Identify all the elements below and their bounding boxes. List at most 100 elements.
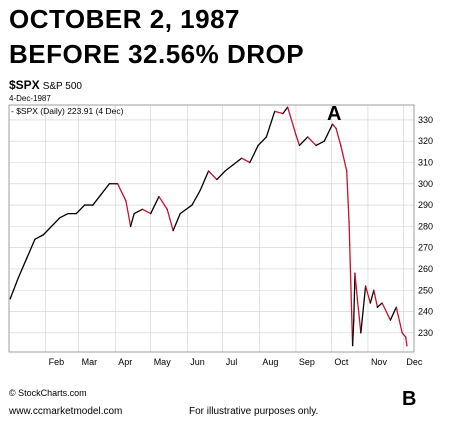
data-point [389,319,391,321]
data-point [348,221,350,223]
x-axis-ticks: Feb Mar Apr May Jun Jul Aug Sep Oct Nov Dec [49,357,423,367]
copyright-text: © StockCharts.com [9,388,87,398]
x-tick-label: Aug [262,357,278,367]
price-segment [381,302,392,321]
symbol-ticker: $SPX [9,78,40,92]
price-segment [199,170,210,191]
price-segment [92,193,102,206]
data-point [287,106,289,108]
data-point [108,183,110,185]
x-tick-label: May [154,357,172,367]
price-segment [150,195,160,215]
price-segment [216,170,226,181]
price-segment [369,289,375,304]
as-of-date: 4-Dec-1987 [9,94,51,103]
y-tick-label: 280 [418,221,433,231]
annotation-a: A [327,103,342,125]
data-point [323,140,325,142]
legend-entry: - $SPX (Daily) 223.91 (4 Dec) [11,106,124,116]
data-point [51,225,53,227]
data-point [395,306,397,308]
price-segment [389,306,397,321]
data-point [42,234,44,236]
data-point [179,213,181,215]
data-point [150,213,152,215]
price-segment [59,212,69,219]
data-point [295,134,297,136]
price-segment [191,189,201,206]
data-point [92,204,94,206]
site-url: www.ccmarketmodel.com [9,406,123,417]
data-point [191,204,193,206]
data-point [332,123,334,125]
price-segment [376,302,383,308]
symbol-header: $SPX S&P 500 [9,78,82,92]
y-tick-label: 270 [418,243,433,253]
data-point [401,332,403,334]
x-tick-label: Feb [49,357,65,367]
price-segment [340,144,348,172]
data-point [141,208,143,210]
y-tick-label: 320 [418,136,433,146]
price-segment [9,276,20,300]
price-segment [34,234,44,240]
price-segment [335,127,342,147]
price-segment [232,157,243,166]
price-segment [356,298,362,334]
data-point [67,213,69,215]
data-point [307,136,309,138]
data-point [158,196,160,198]
data-point [352,345,354,347]
data-point [17,276,19,278]
data-point [9,298,11,300]
price-segment [295,134,301,147]
price-segment [240,157,251,164]
grid-layer [9,105,414,352]
price-segment [42,225,53,236]
price-segment [100,183,111,196]
price-segment [17,257,28,279]
data-point [130,225,132,227]
price-segment [315,140,325,147]
price-segment [116,183,127,202]
data-point [353,319,355,321]
data-point [376,306,378,308]
y-tick-label: 240 [418,307,433,317]
price-segment [373,289,379,308]
price-segment [133,208,144,215]
data-point [346,170,348,172]
data-point [117,183,119,185]
data-point [199,189,201,191]
price-segment [179,204,193,215]
y-axis-ticks: 230 240 250 260 270 280 290 300 310 320 330 [418,115,433,338]
data-point [340,144,342,146]
price-segment [207,170,218,181]
data-point [373,289,375,291]
data-point [59,217,61,219]
price-segment [323,123,334,142]
price-segment [282,106,289,115]
price-segment [307,136,317,147]
y-tick-label: 260 [418,264,433,274]
price-segment [348,221,354,347]
price-segment [249,144,259,164]
price-segment [158,195,168,210]
x-tick-label: Mar [82,357,98,367]
price-segment [26,238,36,259]
price-segment [50,217,61,228]
data-point [249,161,251,163]
symbol-name: S&P 500 [42,81,82,92]
price-segment [354,272,358,300]
y-tick-label: 310 [418,157,433,167]
data-point [335,127,337,129]
data-point [369,302,371,304]
y-tick-label: 250 [418,285,433,295]
y-tick-label: 290 [418,200,433,210]
data-point [26,257,28,259]
data-point [224,170,226,172]
headline-line-2: BEFORE 32.56% DROP [9,39,305,69]
price-segment [274,110,284,115]
price-segment [287,106,297,136]
data-point [257,144,259,146]
y-tick-label: 330 [418,115,433,125]
